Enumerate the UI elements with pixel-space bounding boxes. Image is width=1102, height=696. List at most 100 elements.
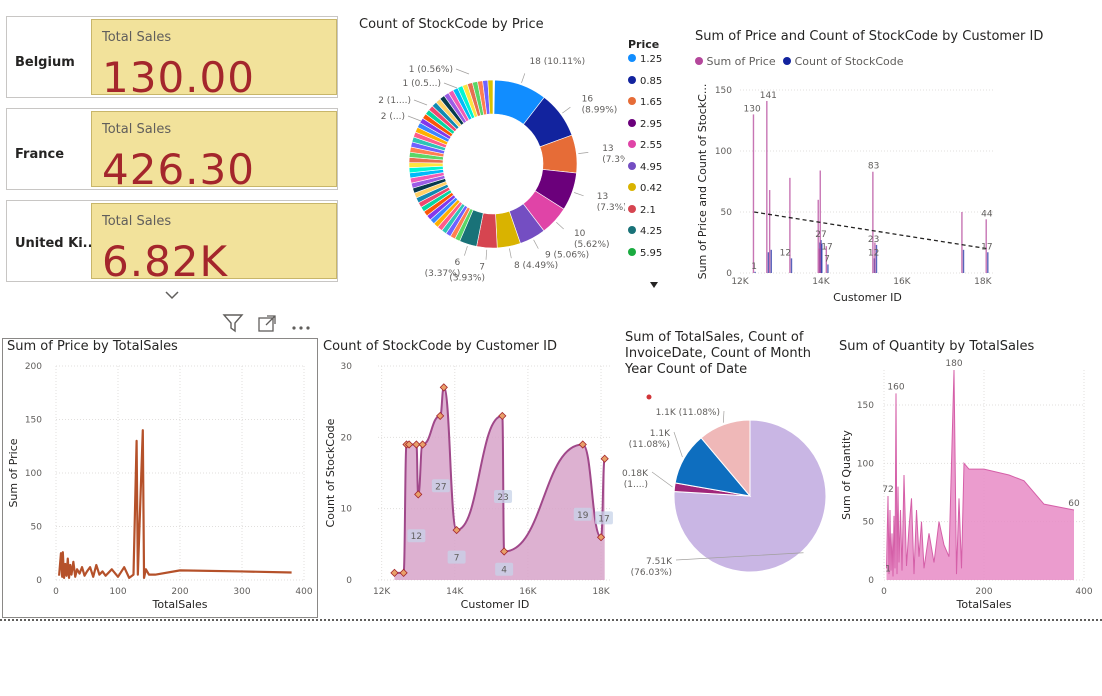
card-title: Total Sales — [102, 122, 172, 137]
card-total-box: Total Sales 6.82K — [91, 203, 337, 279]
y-tick-label: 100 — [25, 469, 42, 479]
x-tick-label: 300 — [233, 587, 250, 597]
data-point — [399, 568, 408, 577]
data-label: 160 — [887, 382, 904, 392]
pie-slice — [673, 419, 827, 573]
donut-data-label: 7 (3.93%) — [449, 263, 485, 284]
bar-chart-price-count: 0 50 100 150 12K 14K 16K 18K 130 141 1 12 27 17 7 83 23 1… — [696, 84, 995, 304]
legend-item[interactable]: 4.25 — [628, 226, 688, 248]
legend-item[interactable]: 2.55 — [628, 140, 688, 162]
legend-item[interactable]: 2.95 — [628, 118, 688, 141]
data-label-box — [447, 550, 466, 564]
legend-item[interactable]: 0.85 — [628, 75, 688, 98]
pie-data-label: 1.1K (11.08%) — [656, 408, 720, 418]
donut-data-label: 1 (0.56%) — [409, 65, 453, 75]
y-tick-label: 100 — [857, 459, 874, 469]
legend-swatch — [628, 118, 636, 127]
legend-item[interactable]: 1.25 — [628, 54, 688, 76]
legend-label: 0.42 — [640, 183, 663, 194]
donut-data-label: 13(7.3%) — [602, 144, 625, 165]
trend-line — [754, 211, 988, 250]
donut-data-label: 9 (5.06%) — [545, 250, 589, 260]
legend-swatch — [628, 183, 636, 191]
data-point — [390, 568, 399, 577]
bar-count — [820, 240, 822, 273]
x-tick-label: 400 — [1075, 587, 1092, 597]
data-point — [600, 454, 609, 463]
y-axis-title: Sum of Price and Count of StockC... — [696, 84, 709, 280]
kpi-card-united-kingdom[interactable]: United Ki... Total Sales 6.82K — [6, 200, 338, 282]
data-point — [578, 440, 587, 449]
filter-icon[interactable] — [222, 313, 244, 333]
chart-title-price-by-totalsales: Sum of Price by TotalSales — [7, 339, 178, 354]
selected-visual-frame — [2, 338, 318, 618]
data-label: 17 — [981, 242, 992, 252]
x-tick-label: 400 — [295, 587, 312, 597]
legend-item[interactable]: 0.42 — [628, 183, 688, 205]
legend-item[interactable]: 4.95 — [628, 161, 688, 184]
data-point — [412, 440, 421, 449]
bar-count — [987, 252, 989, 273]
legend-label: 4.25 — [640, 226, 663, 237]
kpi-card-belgium[interactable]: Belgium Total Sales 130.00 — [6, 16, 338, 98]
chevron-down-icon[interactable] — [164, 286, 180, 300]
card-title: Total Sales — [102, 30, 172, 45]
donut-chart: 18 (10.11%) 16(8.99%) 13(7.3%) 13(7.3%) 10(5… — [378, 57, 625, 284]
card-value: 426.30 — [102, 145, 255, 187]
y-tick-label: 0 — [36, 576, 42, 586]
legend-item[interactable]: 5.95 — [628, 247, 688, 270]
pie-data-label: 0.18K (1....) — [622, 469, 649, 490]
card-total-box: Total Sales 130.00 — [91, 19, 337, 95]
data-label-box — [495, 562, 514, 576]
donut-data-label: 8 (4.49%) — [514, 261, 558, 271]
x-tick-label: 14K — [812, 277, 830, 287]
pie-leader — [722, 410, 725, 423]
chart-title-totals-pie: Sum of TotalSales, Count of InvoiceDate,… — [625, 330, 811, 377]
data-label: 72 — [882, 485, 893, 495]
donut-data-label: 2 (...) — [381, 112, 405, 122]
kpi-card-france[interactable]: France Total Sales 426.30 — [6, 108, 338, 190]
chart-title-stockcode-by-customer: Count of StockCode by Customer ID — [323, 339, 557, 354]
donut-leader — [556, 221, 564, 230]
y-tick-label: 100 — [715, 147, 732, 157]
data-label: 7 — [454, 554, 460, 564]
bar-price — [817, 199, 819, 273]
legend-label: 4.95 — [640, 161, 663, 173]
y-axis-title: Sum of Quantity — [840, 430, 853, 520]
donut-leader — [413, 99, 428, 106]
data-label-box — [494, 489, 513, 503]
more-options-icon[interactable] — [290, 318, 314, 330]
legend-scroll-down-icon[interactable] — [649, 274, 659, 288]
series-line — [886, 369, 1075, 577]
x-axis-title: TotalSales — [152, 598, 208, 611]
donut-leader — [533, 239, 539, 249]
legend-title: Price — [628, 38, 660, 51]
data-label: 23 — [868, 235, 879, 245]
data-label: 180 — [945, 359, 962, 369]
legend-swatch — [628, 226, 636, 234]
x-tick-label: 12K — [373, 587, 391, 597]
x-tick-label: 200 — [975, 587, 992, 597]
legend-label: 1.25 — [640, 54, 663, 65]
focus-mode-icon[interactable] — [257, 314, 277, 334]
x-tick-label: 16K — [519, 587, 537, 597]
bar-count — [875, 244, 878, 273]
data-label: 141 — [760, 91, 777, 101]
data-label-box — [407, 529, 426, 543]
legend-item[interactable]: 2.1 — [628, 204, 688, 227]
pie-data-label: 7.51K (76.03%) — [631, 557, 673, 578]
bar-price — [768, 190, 771, 273]
donut-data-label: 16 (8.99%) — [582, 94, 618, 115]
donut-leader — [485, 249, 488, 260]
legend-item[interactable]: 1.65 — [628, 97, 688, 119]
pie-indicator-dot — [646, 394, 652, 400]
donut-data-label: 6 (3.37%) — [425, 258, 461, 279]
donut-leader — [407, 115, 422, 122]
y-axis-title: Count of StockCode — [324, 418, 337, 527]
bar-price — [825, 246, 828, 273]
y-tick-label: 50 — [721, 208, 733, 218]
data-label: 17 — [598, 514, 609, 524]
data-point — [498, 411, 507, 421]
bar-price — [818, 248, 821, 273]
bar-price — [766, 100, 768, 273]
